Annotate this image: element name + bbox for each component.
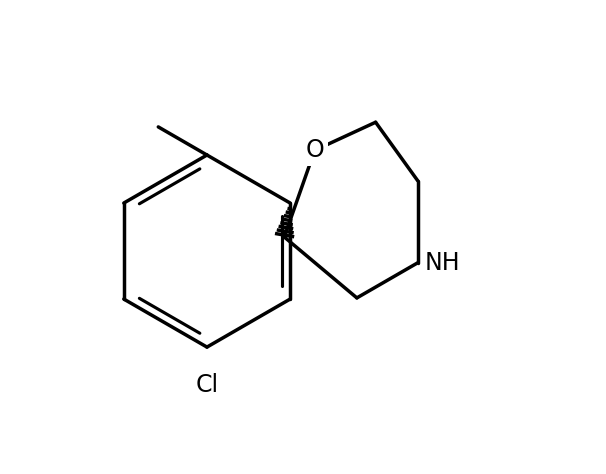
Text: NH: NH: [425, 251, 461, 275]
Text: Cl: Cl: [195, 373, 219, 397]
Text: O: O: [305, 138, 324, 162]
